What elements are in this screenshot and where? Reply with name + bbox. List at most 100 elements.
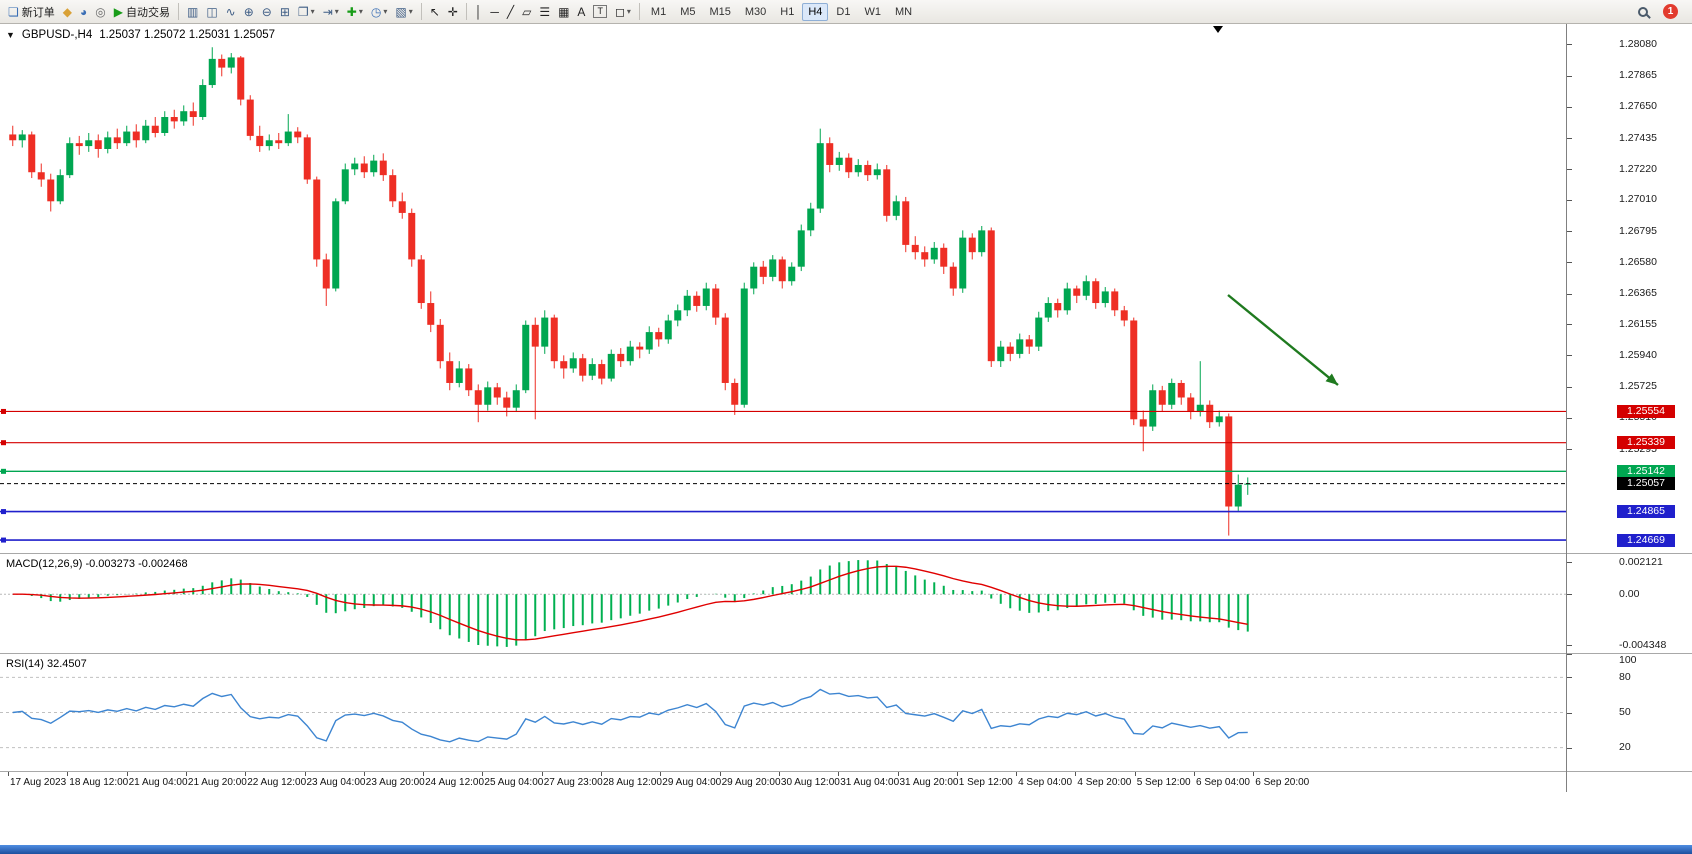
templates-button[interactable]: ▧ ▾ bbox=[392, 2, 415, 22]
candle-chart-button[interactable]: ◫ bbox=[203, 2, 220, 22]
timeframe-button-h1[interactable]: H1 bbox=[780, 5, 795, 18]
price-axis-label: 1.25940 bbox=[1619, 348, 1657, 361]
panel-separator[interactable] bbox=[0, 553, 1692, 554]
data-window-icon: ◕ bbox=[80, 4, 88, 19]
line-anchor-marker[interactable] bbox=[1, 509, 6, 515]
timeframe-button-m5[interactable]: M5 bbox=[680, 5, 696, 18]
candle bbox=[180, 111, 188, 122]
periods-button[interactable]: ◷ ▾ bbox=[368, 2, 391, 22]
line-anchor-marker[interactable] bbox=[1, 468, 6, 474]
cursor-icon: ↖ bbox=[429, 4, 440, 19]
line-chart-button[interactable]: ∿ bbox=[223, 2, 239, 22]
line-anchor-marker[interactable] bbox=[1, 440, 6, 446]
vertical-line-button[interactable]: │ bbox=[472, 2, 486, 22]
candle bbox=[151, 125, 159, 133]
time-axis-label: 6 Sep 20:00 bbox=[1255, 777, 1310, 788]
zoom-out-button[interactable]: ⊖ bbox=[259, 2, 275, 22]
bar-chart-button[interactable]: ▥ bbox=[184, 2, 201, 22]
zoom-in-button[interactable]: ⊕ bbox=[241, 2, 257, 22]
time-axis-tick bbox=[482, 772, 484, 776]
taskbar-strip[interactable] bbox=[0, 845, 1692, 854]
cascade-windows-button[interactable]: ❐ ▾ bbox=[295, 2, 318, 22]
line-anchor-marker[interactable] bbox=[1, 408, 6, 414]
price-axis-label: 1.26795 bbox=[1619, 224, 1657, 237]
search-button[interactable] bbox=[1632, 2, 1654, 22]
candle bbox=[674, 310, 682, 321]
crosshair-icon: ✛ bbox=[447, 4, 458, 19]
candle bbox=[1206, 404, 1214, 423]
candle bbox=[1035, 317, 1043, 347]
new-order-button[interactable]: ❏ 新订单 bbox=[5, 2, 58, 22]
candle bbox=[161, 117, 169, 133]
fibonacci-button[interactable]: ☰ bbox=[536, 2, 553, 22]
rsi-panel[interactable]: RSI(14) 32.4507 bbox=[0, 654, 1566, 771]
auto-trading-button[interactable]: ▶ 自动交易 bbox=[111, 2, 173, 22]
trend-arrow-annotation[interactable] bbox=[1227, 294, 1339, 386]
market-watch-button[interactable]: ◆ bbox=[60, 2, 75, 22]
time-axis-label: 23 Aug 20:00 bbox=[365, 777, 425, 788]
text-label-button[interactable]: T bbox=[590, 2, 610, 22]
grid-button[interactable]: ▦ bbox=[555, 2, 572, 22]
shapes-icon: ◻ bbox=[614, 4, 625, 19]
chart-title: ▼ GBPUSD-,H4 1.25037 1.25072 1.25031 1.2… bbox=[6, 29, 275, 41]
candle bbox=[85, 140, 93, 147]
toolbar: ❏ 新订单 ◆ ◕ ◎ ▶ 自动交易 ▥ ◫ ∿ ⊕ ⊖ ⊞ ❐ ▾ ⇥ ▾ ✚ ▾ ◷ ▾ ▧ ▾ ↖ ✛ │ ─ ╱ ▱ ☰ ▦ A T ◻ ▾… bbox=[0, 0, 1692, 24]
timeframe-button-m30[interactable]: M30 bbox=[744, 5, 767, 18]
text-button[interactable]: A bbox=[574, 2, 588, 22]
timeframe-button-d1[interactable]: D1 bbox=[836, 5, 851, 18]
candle bbox=[265, 140, 273, 147]
zoom-in-icon: ⊕ bbox=[243, 4, 254, 19]
candle bbox=[835, 157, 843, 165]
horizontal-line-button[interactable]: ─ bbox=[487, 2, 502, 22]
timeframe-button-w1[interactable]: W1 bbox=[864, 5, 881, 18]
arrowhead-icon bbox=[1325, 373, 1338, 385]
candle bbox=[493, 387, 501, 398]
time-axis-label: 28 Aug 12:00 bbox=[603, 777, 662, 788]
crosshair-button[interactable]: ✛ bbox=[445, 2, 461, 22]
price-line-badge: 1.25554 bbox=[1617, 404, 1675, 418]
macd-label: MACD(12,26,9) -0.003273 -0.002468 bbox=[6, 558, 188, 570]
terminal-button[interactable]: ◎ bbox=[92, 2, 108, 22]
candle bbox=[978, 230, 986, 253]
chart-shift-button[interactable]: ⇥ ▾ bbox=[320, 2, 342, 22]
panel-separator[interactable] bbox=[0, 771, 1692, 772]
price-axis-tick bbox=[1567, 199, 1572, 201]
candle bbox=[37, 172, 45, 180]
timeframe-button-mn[interactable]: MN bbox=[894, 5, 913, 18]
candle bbox=[750, 266, 758, 289]
timeframe-button-h4[interactable]: H4 bbox=[802, 2, 829, 21]
candle bbox=[1196, 404, 1204, 413]
notification-badge[interactable]: 1 bbox=[1663, 4, 1678, 19]
line-chart-icon: ∿ bbox=[225, 4, 236, 19]
tile-windows-button[interactable]: ⊞ bbox=[277, 2, 293, 22]
chart-collapse-icon[interactable]: ▼ bbox=[6, 30, 15, 40]
macd-panel[interactable]: MACD(12,26,9) -0.003273 -0.002468 bbox=[0, 554, 1566, 653]
timeframe-button-m1[interactable]: M1 bbox=[650, 5, 667, 18]
auto-trading-button-label: 自动交易 bbox=[125, 6, 170, 19]
candle bbox=[959, 237, 967, 289]
candle bbox=[1063, 288, 1071, 311]
candle bbox=[892, 201, 900, 216]
trendline-icon: ╱ bbox=[506, 4, 515, 19]
candle bbox=[617, 353, 625, 362]
candle bbox=[246, 99, 254, 136]
panel-separator[interactable] bbox=[0, 653, 1692, 654]
line-anchor-marker[interactable] bbox=[1, 537, 6, 543]
data-window-button[interactable]: ◕ bbox=[77, 2, 90, 22]
candle bbox=[816, 143, 824, 209]
candle bbox=[465, 368, 473, 391]
arrows-button[interactable]: ◻ ▾ bbox=[612, 2, 634, 22]
price-chart-panel[interactable]: ▼ GBPUSD-,H4 1.25037 1.25072 1.25031 1.2… bbox=[0, 24, 1566, 553]
add-indicator-button[interactable]: ✚ ▾ bbox=[344, 2, 366, 22]
channel-button[interactable]: ▱ bbox=[519, 2, 534, 22]
trendline-button[interactable]: ╱ bbox=[504, 2, 517, 22]
time-axis-tick bbox=[67, 772, 69, 776]
candle bbox=[845, 157, 853, 173]
price-axis-tick bbox=[1567, 231, 1572, 233]
timeframe-button-m15[interactable]: M15 bbox=[709, 5, 731, 18]
time-axis-label: 31 Aug 20:00 bbox=[899, 777, 959, 788]
candle bbox=[1130, 320, 1138, 420]
candle bbox=[28, 134, 36, 173]
cursor-button[interactable]: ↖ bbox=[427, 2, 443, 22]
price-axis-label: 1.27010 bbox=[1619, 193, 1657, 206]
